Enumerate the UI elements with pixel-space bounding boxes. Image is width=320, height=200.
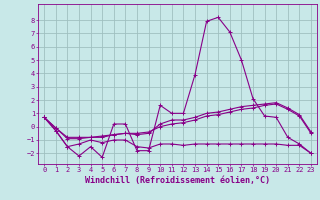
X-axis label: Windchill (Refroidissement éolien,°C): Windchill (Refroidissement éolien,°C) <box>85 176 270 185</box>
